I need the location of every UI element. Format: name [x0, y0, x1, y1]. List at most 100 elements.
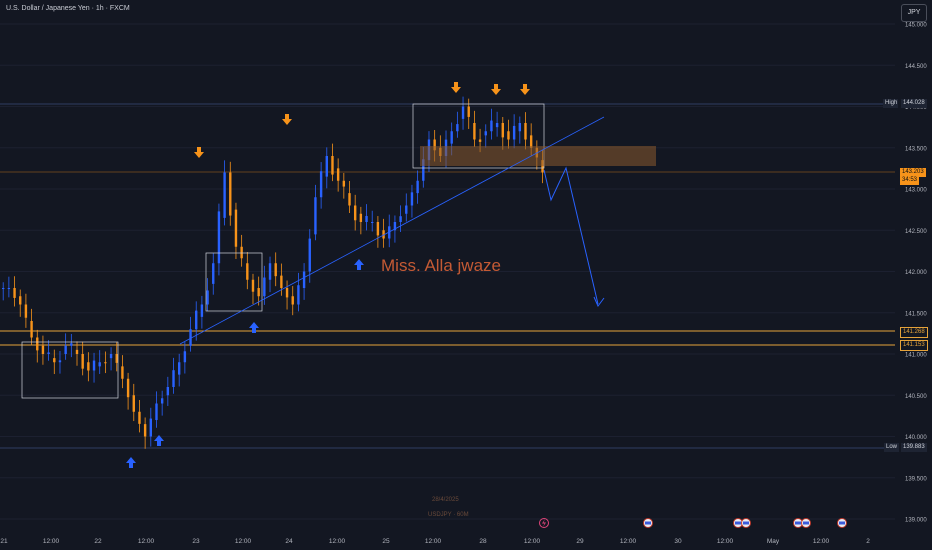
- symbol-title: U.S. Dollar / Japanese Yen · 1h · FXCM: [6, 5, 130, 12]
- candle-body: [223, 172, 226, 218]
- price-tick: 140.000: [905, 435, 927, 441]
- time-tick: 12:00: [138, 538, 155, 545]
- candle-body: [359, 213, 363, 222]
- candle-body: [172, 370, 175, 387]
- candle-body: [319, 171, 323, 198]
- candle-body: [115, 354, 118, 363]
- price-tick: 139.000: [905, 518, 927, 524]
- candle-body: [422, 159, 425, 181]
- time-tick: 12:00: [524, 538, 541, 545]
- candle-body: [24, 304, 28, 318]
- candle-body: [348, 193, 351, 206]
- candle-body: [70, 343, 73, 346]
- candle-body: [280, 275, 283, 288]
- price-tick: 145.000: [905, 23, 927, 29]
- candle-body: [257, 288, 260, 297]
- candle-body: [376, 222, 380, 236]
- up-arrow-icon: [154, 435, 164, 446]
- time-tick: 12:00: [235, 538, 252, 545]
- candle-body: [183, 351, 187, 363]
- down-arrow-icon: [520, 84, 530, 95]
- us-flag-icon: [643, 518, 653, 528]
- candle-body: [166, 387, 170, 396]
- time-tick: 12:00: [813, 538, 830, 545]
- candle-body: [268, 263, 272, 280]
- time-tick: 21: [0, 538, 8, 545]
- candle-body: [132, 395, 135, 412]
- down-arrow-icon: [194, 147, 204, 158]
- candle-body: [200, 304, 204, 317]
- candle-body: [30, 321, 33, 338]
- candle-body: [7, 288, 11, 289]
- candle-body: [365, 215, 368, 222]
- candle-body: [393, 222, 397, 231]
- time-axis[interactable]: 21 12:00 22 12:00 23 12:00 24 12:00 25 12:00 28 12:…: [0, 538, 870, 545]
- candle-body: [314, 197, 317, 235]
- candle-body: [246, 263, 249, 280]
- level-upper-value: 141.268: [900, 327, 928, 338]
- candle-body: [399, 216, 402, 222]
- candle-body: [81, 354, 84, 369]
- us-flag-icon: [801, 518, 811, 528]
- candle-body: [121, 366, 124, 379]
- candle-body: [41, 345, 45, 354]
- candle-body: [234, 209, 238, 247]
- event-icons: [539, 518, 847, 528]
- candle-body: [382, 230, 385, 239]
- candle-body: [64, 345, 67, 354]
- high-value: 144.028: [901, 99, 927, 108]
- time-tick: 12:00: [329, 538, 346, 545]
- candle-body: [433, 139, 436, 151]
- lightning-icon: [539, 518, 549, 528]
- range-box-3: [412, 103, 545, 169]
- candle-body: [507, 131, 510, 140]
- candle-body: [274, 263, 277, 277]
- candle-body: [302, 271, 306, 288]
- candle-body: [461, 106, 465, 119]
- low-value: 139.883: [901, 443, 927, 452]
- candle-body: [240, 246, 243, 259]
- high-label: High: [883, 99, 898, 108]
- us-flag-icon: [837, 518, 847, 528]
- candle-body: [524, 123, 527, 140]
- currency-button[interactable]: JPY: [901, 4, 927, 22]
- candle-body: [98, 362, 101, 367]
- candle-body: [251, 279, 255, 292]
- candle-body: [495, 123, 499, 128]
- candle-body: [126, 378, 130, 398]
- candle-body: [19, 296, 22, 305]
- candle-body: [416, 180, 419, 194]
- candle-body: [478, 139, 482, 142]
- time-tick: 23: [192, 538, 200, 545]
- countdown: 34:53: [900, 176, 920, 185]
- price-tick: 144.000: [905, 105, 927, 111]
- candle-body: [75, 349, 79, 354]
- candle-body: [473, 123, 476, 140]
- candle-body: [195, 310, 198, 330]
- candle-body: [456, 124, 459, 132]
- time-tick: 12:00: [717, 538, 734, 545]
- candle-body: [87, 362, 90, 371]
- candle-body: [47, 352, 50, 354]
- current-price: 143.203: [900, 168, 926, 177]
- range-box-2: [205, 252, 263, 312]
- candle-body: [467, 106, 470, 117]
- candle-body: [410, 192, 414, 206]
- price-tick: 139.500: [905, 476, 927, 482]
- candle-body: [371, 222, 374, 223]
- candle-body: [143, 424, 147, 437]
- candle-body: [160, 398, 164, 404]
- candle-body: [353, 205, 357, 221]
- time-tick: 2: [866, 538, 870, 545]
- candle-body: [263, 277, 266, 297]
- candle-body: [53, 358, 56, 363]
- candle-body: [177, 362, 181, 375]
- candle-body: [229, 172, 232, 216]
- price-tick: 140.500: [905, 394, 927, 400]
- candle-body: [104, 362, 107, 364]
- candle-body: [490, 120, 493, 132]
- candle-body: [285, 288, 289, 298]
- price-axis[interactable]: 145.000 144.500 144.000 143.500 143.000 142.5…: [905, 23, 927, 524]
